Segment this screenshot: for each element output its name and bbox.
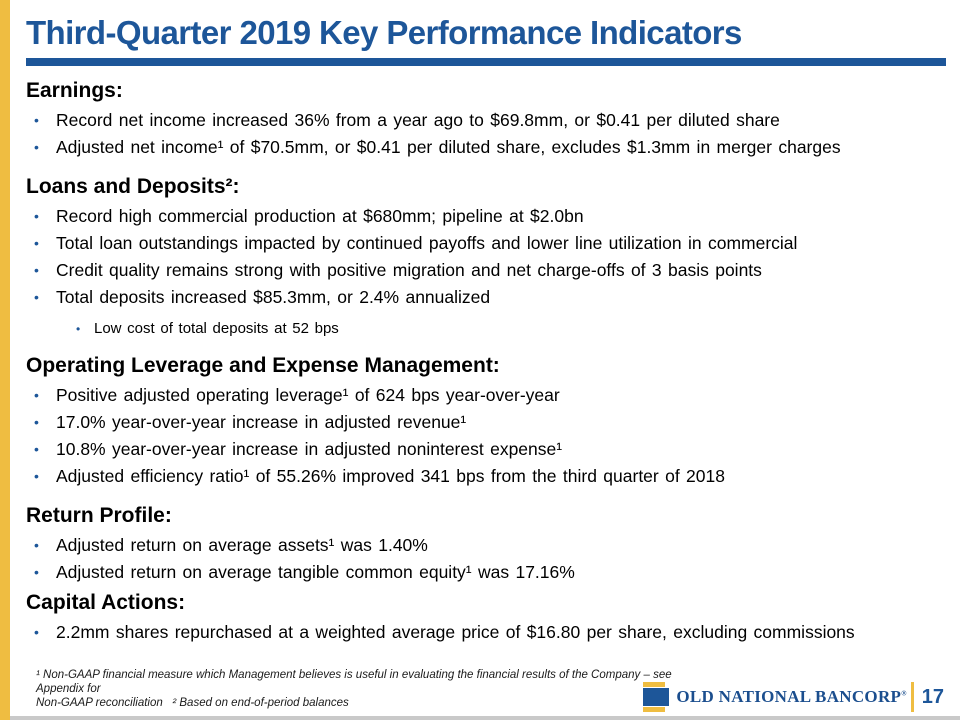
left-accent-bar bbox=[0, 0, 10, 720]
bottom-edge-strip bbox=[0, 716, 960, 720]
section-heading: Loans and Deposits²: bbox=[26, 175, 240, 198]
bullet-item: • Adjusted net income¹ of $70.5mm, or $0… bbox=[26, 134, 948, 160]
bullet-icon: • bbox=[34, 441, 39, 457]
section-heading: Operating Leverage and Expense Managemen… bbox=[26, 354, 500, 377]
bank-logo-icon bbox=[643, 682, 670, 712]
footnote-line-2: Non-GAAP reconciliation ² Based on end-o… bbox=[36, 697, 349, 709]
footnote-line-1: ¹ Non-GAAP financial measure which Manag… bbox=[36, 669, 672, 695]
bullet-icon: • bbox=[34, 624, 39, 640]
bullet-item: • Total deposits increased $85.3mm, or 2… bbox=[26, 284, 948, 310]
section-earnings: Earnings: • Record net income increased … bbox=[26, 79, 948, 160]
bullet-item: • Adjusted return on average assets¹ was… bbox=[26, 532, 948, 558]
bullet-icon: • bbox=[34, 289, 39, 305]
bullet-icon: • bbox=[76, 322, 81, 336]
bullet-text: Adjusted net income¹ of $70.5mm, or $0.4… bbox=[56, 137, 841, 157]
bullet-text: Total loan outstandings impacted by cont… bbox=[56, 233, 798, 253]
bullet-item: • Adjusted return on average tangible co… bbox=[26, 559, 948, 585]
bullet-text: Adjusted return on average tangible comm… bbox=[56, 562, 575, 582]
bullet-icon: • bbox=[34, 387, 39, 403]
page-number: 17 bbox=[921, 685, 944, 708]
page-title: Third-Quarter 2019 Key Performance Indic… bbox=[26, 14, 742, 51]
bullet-icon: • bbox=[34, 112, 39, 128]
bullet-icon: • bbox=[34, 468, 39, 484]
company-logo: OLD NATIONAL BANCORP® 17 bbox=[643, 682, 944, 712]
bullet-item: • Positive adjusted operating leverage¹ … bbox=[26, 382, 948, 408]
bullet-icon: • bbox=[34, 208, 39, 224]
bullet-item: • 17.0% year-over-year increase in adjus… bbox=[26, 409, 948, 435]
bullet-text: 17.0% year-over-year increase in adjuste… bbox=[56, 412, 467, 432]
logo-divider bbox=[910, 682, 914, 712]
section-heading: Capital Actions: bbox=[26, 591, 186, 614]
bullet-icon: • bbox=[34, 537, 39, 553]
section-operating-leverage: Operating Leverage and Expense Managemen… bbox=[26, 354, 948, 489]
bullet-text: 10.8% year-over-year increase in adjuste… bbox=[56, 439, 563, 459]
bullet-text: Record high commercial production at $68… bbox=[56, 206, 584, 226]
bullet-text: Positive adjusted operating leverage¹ of… bbox=[56, 385, 560, 405]
bullet-text: 2.2mm shares repurchased at a weighted a… bbox=[56, 622, 855, 642]
section-capital-actions: Capital Actions: • 2.2mm shares repurcha… bbox=[26, 591, 948, 645]
bullet-text: Adjusted efficiency ratio¹ of 55.26% imp… bbox=[56, 466, 725, 486]
footnote: ¹ Non-GAAP financial measure which Manag… bbox=[36, 668, 716, 710]
bullet-text: Adjusted return on average assets¹ was 1… bbox=[56, 535, 428, 555]
bullet-icon: • bbox=[34, 414, 39, 430]
bullet-icon: • bbox=[34, 262, 39, 278]
bullet-item: • Record net income increased 36% from a… bbox=[26, 107, 948, 133]
bullet-text: Total deposits increased $85.3mm, or 2.4… bbox=[56, 287, 491, 307]
bullet-item: • Total loan outstandings impacted by co… bbox=[26, 230, 948, 256]
registered-mark: ® bbox=[901, 689, 907, 698]
bullet-text: Credit quality remains strong with posit… bbox=[56, 260, 762, 280]
bullet-item: • Record high commercial production at $… bbox=[26, 203, 948, 229]
bullet-icon: • bbox=[34, 139, 39, 155]
bullet-text: Record net income increased 36% from a y… bbox=[56, 110, 780, 130]
sub-bullet-item: • Low cost of total deposits at 52 bps bbox=[76, 319, 948, 339]
bullet-item: • Adjusted efficiency ratio¹ of 55.26% i… bbox=[26, 463, 948, 489]
sub-bullet-text: Low cost of total deposits at 52 bps bbox=[94, 320, 339, 337]
logo-text: OLD NATIONAL BANCORP® bbox=[676, 687, 907, 706]
title-underline bbox=[26, 58, 946, 66]
section-return-profile: Return Profile: • Adjusted return on ave… bbox=[26, 504, 948, 585]
bullet-icon: • bbox=[34, 235, 39, 251]
bullet-item: • Credit quality remains strong with pos… bbox=[26, 257, 948, 283]
section-loans-deposits: Loans and Deposits²: • Record high comme… bbox=[26, 175, 948, 339]
bullet-icon: • bbox=[34, 564, 39, 580]
section-heading: Earnings: bbox=[26, 79, 123, 102]
slide-content: Third-Quarter 2019 Key Performance Indic… bbox=[26, 12, 948, 645]
section-heading: Return Profile: bbox=[26, 504, 172, 527]
bullet-item: • 10.8% year-over-year increase in adjus… bbox=[26, 436, 948, 462]
bullet-item: • 2.2mm shares repurchased at a weighted… bbox=[26, 619, 948, 645]
